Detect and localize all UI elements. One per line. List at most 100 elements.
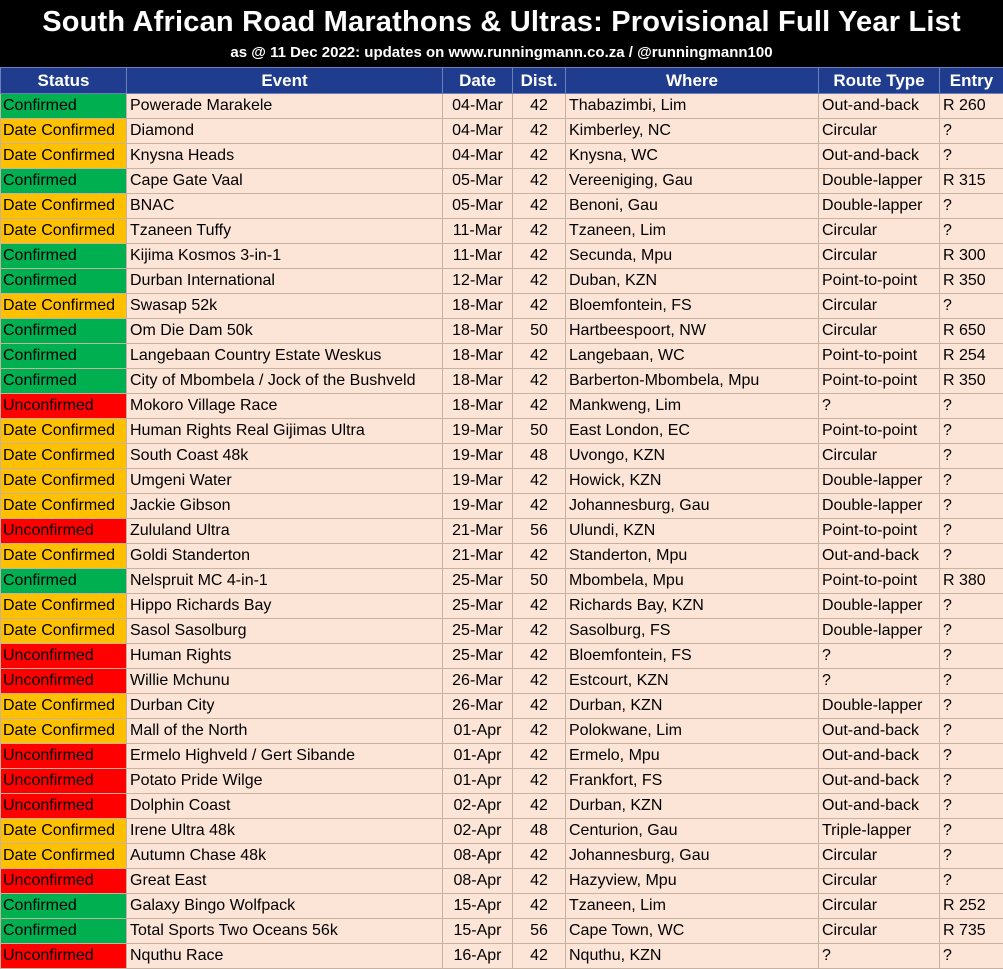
where-cell: Bloemfontein, FS	[566, 644, 819, 669]
date-cell: 04-Mar	[443, 119, 513, 144]
entry-cell: ?	[940, 769, 1003, 794]
event-cell: Kijima Kosmos 3-in-1	[127, 244, 443, 269]
date-cell: 18-Mar	[443, 369, 513, 394]
status-cell: Date Confirmed	[1, 219, 127, 244]
date-cell: 05-Mar	[443, 169, 513, 194]
distance-cell: 42	[513, 469, 566, 494]
distance-cell: 42	[513, 394, 566, 419]
entry-cell: ?	[940, 694, 1003, 719]
date-cell: 04-Mar	[443, 94, 513, 119]
distance-cell: 42	[513, 494, 566, 519]
entry-cell: ?	[940, 494, 1003, 519]
event-cell: Galaxy Bingo Wolfpack	[127, 894, 443, 919]
where-cell: Mbombela, Mpu	[566, 569, 819, 594]
column-header-where: Where	[566, 68, 819, 94]
entry-cell: ?	[940, 594, 1003, 619]
route-type-cell: Double-lapper	[819, 494, 940, 519]
status-cell: Confirmed	[1, 369, 127, 394]
status-cell: Unconfirmed	[1, 394, 127, 419]
date-cell: 18-Mar	[443, 319, 513, 344]
route-type-cell: Circular	[819, 444, 940, 469]
event-cell: South Coast 48k	[127, 444, 443, 469]
distance-cell: 42	[513, 769, 566, 794]
status-cell: Date Confirmed	[1, 144, 127, 169]
event-cell: Nquthu Race	[127, 944, 443, 969]
distance-cell: 42	[513, 194, 566, 219]
distance-cell: 42	[513, 844, 566, 869]
event-cell: Knysna Heads	[127, 144, 443, 169]
event-cell: Goldi Standerton	[127, 544, 443, 569]
where-cell: Langebaan, WC	[566, 344, 819, 369]
date-cell: 11-Mar	[443, 244, 513, 269]
date-cell: 19-Mar	[443, 419, 513, 444]
entry-cell: ?	[940, 219, 1003, 244]
route-type-cell: Circular	[819, 244, 940, 269]
date-cell: 25-Mar	[443, 619, 513, 644]
entry-cell: ?	[940, 844, 1003, 869]
status-cell: Unconfirmed	[1, 769, 127, 794]
column-header-date: Date	[443, 68, 513, 94]
entry-cell: ?	[940, 544, 1003, 569]
date-cell: 04-Mar	[443, 144, 513, 169]
where-cell: Tzaneen, Lim	[566, 219, 819, 244]
distance-cell: 42	[513, 944, 566, 969]
route-type-cell: Circular	[819, 919, 940, 944]
date-cell: 21-Mar	[443, 544, 513, 569]
where-cell: Bloemfontein, FS	[566, 294, 819, 319]
event-cell: Langebaan Country Estate Weskus	[127, 344, 443, 369]
distance-cell: 42	[513, 344, 566, 369]
entry-cell: ?	[940, 669, 1003, 694]
where-cell: Barberton-Mbombela, Mpu	[566, 369, 819, 394]
date-cell: 18-Mar	[443, 394, 513, 419]
route-type-cell: Circular	[819, 869, 940, 894]
entry-cell: ?	[940, 469, 1003, 494]
route-type-cell: Double-lapper	[819, 469, 940, 494]
date-cell: 01-Apr	[443, 744, 513, 769]
route-type-cell: Double-lapper	[819, 694, 940, 719]
entry-cell: R 315	[940, 169, 1003, 194]
date-cell: 15-Apr	[443, 894, 513, 919]
where-cell: Nquthu, KZN	[566, 944, 819, 969]
where-cell: Duban, KZN	[566, 269, 819, 294]
route-type-cell: Point-to-point	[819, 519, 940, 544]
column-header-route-type: Route Type	[819, 68, 940, 94]
where-cell: Cape Town, WC	[566, 919, 819, 944]
route-type-cell: ?	[819, 944, 940, 969]
event-cell: Irene Ultra 48k	[127, 819, 443, 844]
column-header-event: Event	[127, 68, 443, 94]
entry-cell: ?	[940, 119, 1003, 144]
distance-cell: 42	[513, 894, 566, 919]
distance-cell: 42	[513, 244, 566, 269]
where-cell: Estcourt, KZN	[566, 669, 819, 694]
entry-cell: ?	[940, 644, 1003, 669]
route-type-cell: ?	[819, 644, 940, 669]
where-cell: Centurion, Gau	[566, 819, 819, 844]
where-cell: Vereeniging, Gau	[566, 169, 819, 194]
distance-cell: 56	[513, 519, 566, 544]
distance-cell: 42	[513, 694, 566, 719]
status-cell: Unconfirmed	[1, 519, 127, 544]
distance-cell: 50	[513, 569, 566, 594]
where-cell: Frankfort, FS	[566, 769, 819, 794]
status-cell: Date Confirmed	[1, 819, 127, 844]
status-cell: Confirmed	[1, 919, 127, 944]
where-cell: East London, EC	[566, 419, 819, 444]
date-cell: 18-Mar	[443, 344, 513, 369]
entry-cell: ?	[940, 744, 1003, 769]
status-cell: Date Confirmed	[1, 294, 127, 319]
entry-cell: R 252	[940, 894, 1003, 919]
event-cell: Autumn Chase 48k	[127, 844, 443, 869]
event-cell: Tzaneen Tuffy	[127, 219, 443, 244]
entry-cell: ?	[940, 519, 1003, 544]
entry-cell: ?	[940, 619, 1003, 644]
event-cell: Hippo Richards Bay	[127, 594, 443, 619]
